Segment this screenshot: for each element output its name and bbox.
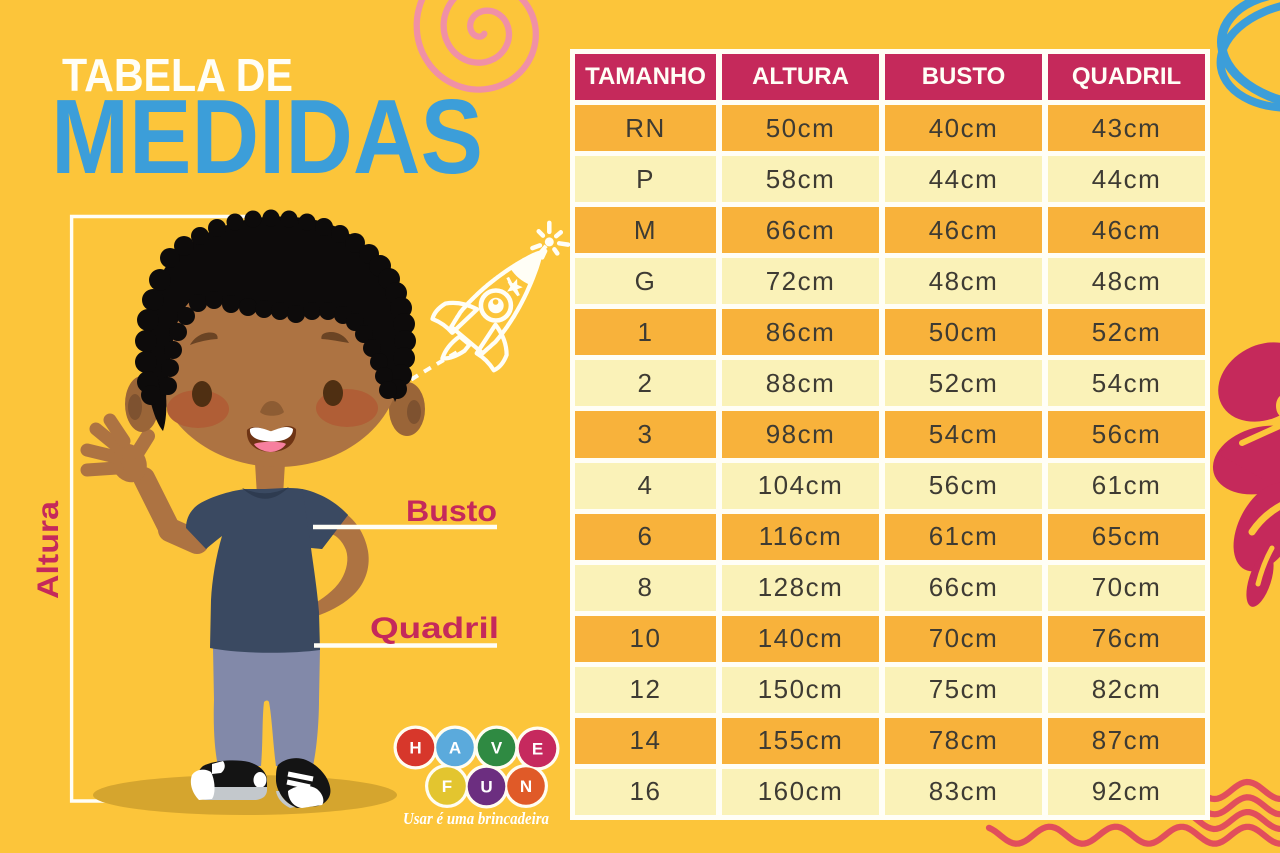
svg-text:MEDIDAS: MEDIDAS — [51, 78, 483, 196]
svg-text:U: U — [480, 778, 492, 797]
svg-text:Altura: Altura — [32, 501, 65, 599]
svg-text:H: H — [409, 739, 421, 758]
svg-text:Busto: Busto — [406, 495, 497, 528]
svg-text:N: N — [520, 777, 532, 796]
svg-text:A: A — [449, 739, 461, 758]
svg-text:Usar é uma brincadeira: Usar é uma brincadeira — [403, 809, 549, 828]
svg-text:V: V — [491, 739, 503, 758]
svg-text:Quadril: Quadril — [370, 612, 499, 645]
svg-text:E: E — [532, 740, 543, 759]
svg-text:TABELA DE: TABELA DE — [62, 49, 293, 101]
svg-text:F: F — [442, 777, 452, 796]
